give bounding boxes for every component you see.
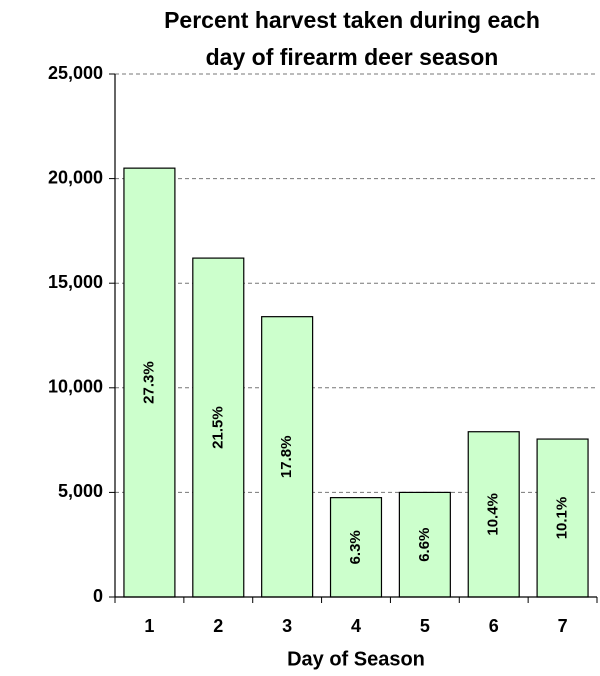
y-tick-label: 5,000	[58, 481, 103, 501]
x-tick-label: 3	[282, 616, 292, 636]
chart-title: day of firearm deer season	[206, 44, 499, 70]
data-label: 6.6%	[416, 528, 433, 562]
x-axis-title: Day of Season	[287, 648, 425, 670]
bar	[261, 316, 314, 598]
data-label: 10.1%	[554, 497, 571, 540]
bar	[536, 438, 589, 598]
bar	[123, 167, 176, 598]
bar	[329, 497, 383, 598]
chart-title: Percent harvest taken during each	[164, 7, 540, 33]
y-tick-label: 20,000	[48, 167, 103, 187]
bar	[398, 491, 451, 598]
x-tick-label: 5	[420, 616, 430, 636]
data-label: 6.3%	[347, 530, 364, 564]
x-tick-label: 4	[351, 616, 361, 636]
data-label: 10.4%	[485, 493, 502, 536]
bar	[192, 257, 245, 598]
y-tick-label: 15,000	[48, 272, 103, 292]
data-label: 27.3%	[140, 361, 157, 404]
bar	[467, 431, 520, 598]
y-tick-label: 10,000	[48, 377, 103, 397]
y-tick-label: 0	[93, 586, 103, 606]
x-tick-label: 6	[489, 616, 499, 636]
x-tick-label: 1	[144, 616, 154, 636]
data-label: 21.5%	[209, 406, 226, 449]
data-label: 17.8%	[278, 436, 295, 479]
y-tick-label: 25,000	[48, 63, 103, 83]
x-tick-label: 7	[558, 616, 568, 636]
x-tick-label: 2	[213, 616, 223, 636]
